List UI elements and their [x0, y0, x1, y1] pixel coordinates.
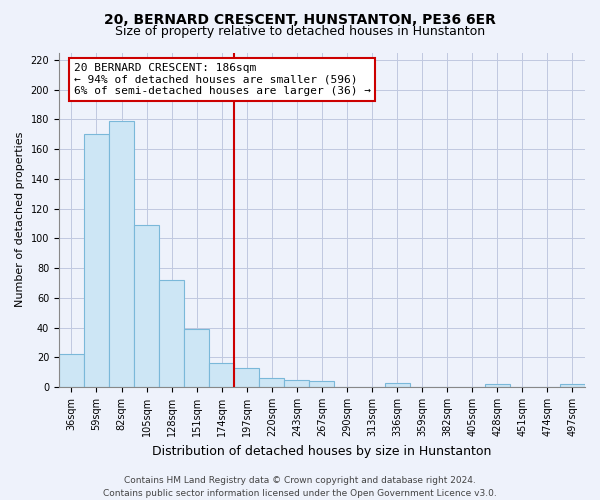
Text: Contains HM Land Registry data © Crown copyright and database right 2024.
Contai: Contains HM Land Registry data © Crown c…: [103, 476, 497, 498]
Bar: [259, 378, 284, 387]
Bar: [310, 381, 334, 387]
Text: Size of property relative to detached houses in Hunstanton: Size of property relative to detached ho…: [115, 25, 485, 38]
Text: 20 BERNARD CRESCENT: 186sqm
← 94% of detached houses are smaller (596)
6% of sem: 20 BERNARD CRESCENT: 186sqm ← 94% of det…: [74, 63, 371, 96]
Bar: [109, 121, 134, 387]
X-axis label: Distribution of detached houses by size in Hunstanton: Distribution of detached houses by size …: [152, 444, 491, 458]
Bar: [560, 384, 585, 387]
Bar: [385, 382, 410, 387]
Y-axis label: Number of detached properties: Number of detached properties: [15, 132, 25, 308]
Bar: [284, 380, 310, 387]
Bar: [234, 368, 259, 387]
Bar: [134, 225, 159, 387]
Bar: [485, 384, 510, 387]
Bar: [159, 280, 184, 387]
Bar: [59, 354, 84, 387]
Bar: [209, 364, 234, 387]
Text: 20, BERNARD CRESCENT, HUNSTANTON, PE36 6ER: 20, BERNARD CRESCENT, HUNSTANTON, PE36 6…: [104, 12, 496, 26]
Bar: [184, 329, 209, 387]
Bar: [84, 134, 109, 387]
